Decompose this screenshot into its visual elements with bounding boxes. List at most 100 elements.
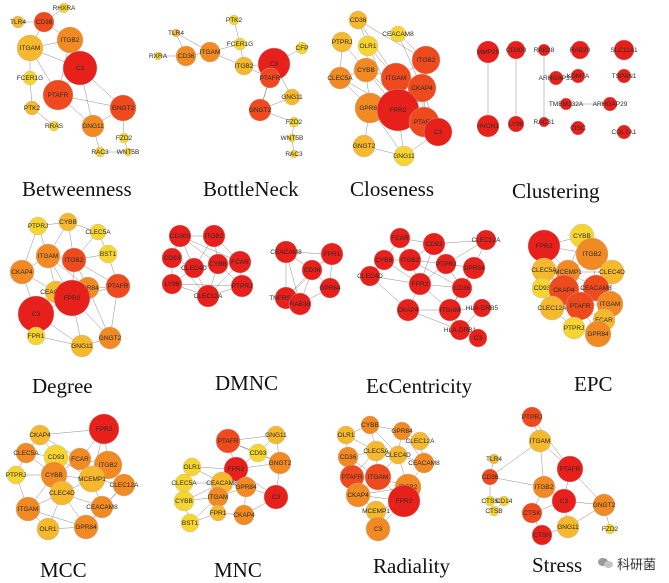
node-label: CTSB: [485, 508, 502, 515]
gene-node: CLEC12A: [194, 284, 223, 308]
node-label: FPR2: [396, 498, 413, 505]
gene-node: RAB38: [288, 292, 312, 316]
gene-node: RHXRA: [53, 2, 76, 14]
gene-node: CYBB: [58, 212, 78, 232]
node-circle: [556, 455, 584, 483]
node-label: CKAP4: [411, 85, 433, 92]
node-label: PTAFR: [260, 75, 281, 82]
node-circle: [209, 504, 227, 522]
node-circle: [202, 224, 226, 248]
gene-node: COL7A1: [612, 124, 637, 140]
node-label: FPR1: [210, 510, 227, 517]
gene-node: GPR84: [584, 320, 612, 348]
node-label: CTSS: [481, 498, 499, 505]
panel-label: Clustering: [512, 179, 600, 203]
node-circle: [283, 88, 301, 106]
node-circle: [35, 243, 61, 269]
panels-layer: RHXRA TLR4 CD36 ITGAM ITGB2 C3 FCER1G PTAFR PTK2…: [6, 2, 638, 546]
gene-node: CYBB: [173, 490, 195, 512]
node-label: FPR1: [28, 333, 45, 340]
node-circle: [199, 41, 221, 63]
node-label: PTPRJ: [28, 223, 49, 230]
gene-node: CD14: [496, 495, 513, 507]
node-label: OLR1: [360, 43, 377, 50]
panel-label: Stress: [532, 553, 582, 577]
gene-node: TLR4: [168, 28, 184, 37]
gene-node: WNT5B: [117, 147, 139, 156]
node-circle: [33, 11, 55, 33]
gene-node: C3: [468, 328, 488, 348]
node-label: ITGAM: [530, 438, 551, 445]
gene-node: C3: [62, 50, 98, 86]
node-circle: [396, 298, 420, 322]
node-circle: [388, 445, 408, 465]
node-circle: [58, 2, 70, 14]
edges: [487, 50, 610, 126]
node-label: RAC3: [91, 149, 109, 156]
node-circle: [320, 242, 344, 266]
gene-node: PTPRJ: [436, 253, 456, 275]
node-label: GNG11: [265, 432, 287, 439]
gene-node: ITGAM: [15, 496, 41, 522]
gene-node: OLR1: [36, 517, 60, 541]
node-circle: [288, 292, 312, 316]
node-circle: [22, 70, 38, 86]
node-label: FPR2: [536, 243, 553, 250]
gene-node: CD93: [248, 443, 268, 463]
node-label: GNGT2: [249, 107, 272, 114]
node-circle: [81, 114, 105, 138]
node-circle: [173, 490, 195, 512]
node-circle: [24, 100, 40, 116]
gene-node: HLA-DRB1: [444, 319, 476, 341]
node-circle: [207, 253, 229, 275]
node-circle: [42, 79, 74, 111]
node-label: GPR84: [463, 265, 485, 272]
node-circle: [105, 273, 131, 299]
gene-node: PTK2: [226, 14, 243, 26]
node-label: C3: [374, 526, 383, 533]
node-circle: [521, 502, 543, 524]
node-circle: [196, 284, 220, 308]
gene-node: CLEC4D: [357, 265, 383, 287]
gene-node: OLR1: [357, 35, 379, 57]
node-label: ARHGAP29: [593, 101, 628, 108]
node-circle: [88, 413, 120, 445]
gene-node: CD36: [348, 10, 368, 30]
gene-node: PTPRJ: [332, 31, 352, 53]
node-circle: [488, 505, 500, 517]
gene-node: CKAP4: [233, 504, 255, 526]
node-label: FZD2: [602, 526, 619, 533]
node-label: CEACAM8: [408, 460, 440, 467]
gene-node: PTPRJ: [6, 465, 27, 485]
node-label: PTAFR: [560, 466, 581, 473]
network-panel: CD36 CEACAM8 PTPRJ OLR1 ITGB2 CLEC5A CYBB ITGAM…: [327, 10, 453, 167]
node-circle: [180, 513, 200, 533]
panel-label: EcCentricity: [366, 374, 473, 398]
network-panel: MMP25 CD300 RAB38 RAB20 SLC11A1 ARHGAP31KDM7A…: [477, 39, 638, 140]
gene-node: GPR84: [319, 277, 341, 299]
node-label: PTPRJ: [6, 472, 27, 479]
gene-node: RXRA: [149, 51, 168, 60]
node-circle: [6, 465, 26, 485]
gene-node: CLEC5A: [13, 442, 39, 464]
node-circle: [68, 447, 92, 471]
node-circle: [389, 25, 407, 43]
gene-node: PTPRJ: [230, 274, 254, 298]
gene-node: GPR84: [391, 421, 413, 441]
node-label: CLEC12A: [472, 237, 502, 244]
node-circle: [488, 453, 500, 465]
node-circle: [387, 484, 421, 518]
gene-node: KDM7A: [567, 68, 590, 84]
node-circle: [548, 70, 564, 86]
node-circle: [393, 145, 415, 167]
node-label: FZD2: [116, 135, 133, 142]
gene-node: CD36: [175, 45, 197, 67]
node-circle: [53, 279, 91, 317]
node-label: SLC11A1: [610, 47, 638, 54]
node-circle: [389, 227, 411, 249]
gene-node: FPR2: [223, 456, 249, 482]
node-label: FPR2: [64, 295, 81, 302]
gene-node: FCER1G: [227, 37, 253, 51]
gene-node: ITGB2: [411, 45, 441, 75]
node-label: CD93: [426, 241, 443, 248]
